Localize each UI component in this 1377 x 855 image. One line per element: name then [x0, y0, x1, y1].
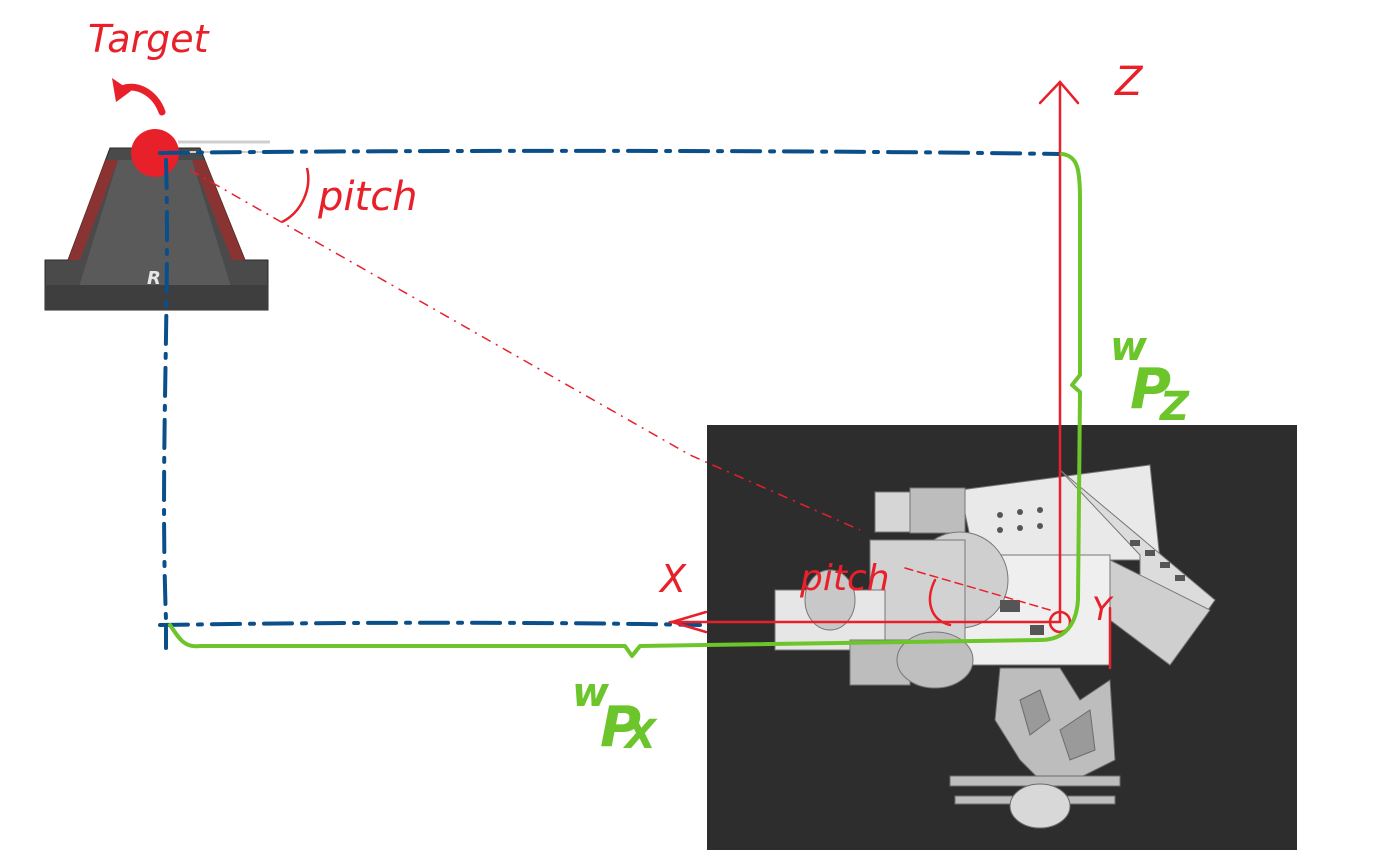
- coordinate-axes: [667, 80, 1112, 670]
- wpz-label-w: w: [1110, 324, 1148, 370]
- axis-z-label: Z: [1114, 59, 1144, 105]
- measurement-paths: [168, 152, 1082, 658]
- wpz-bracket: [1038, 152, 1082, 642]
- wpx-label-w: w: [572, 670, 610, 716]
- pitch-angle-arc: [281, 167, 310, 224]
- pitch-label-top: pitch: [317, 174, 418, 220]
- target-armor-module: R: [44, 140, 270, 311]
- wpz-label-sub: Z: [1158, 384, 1190, 430]
- x-axis-arrowhead: [667, 610, 708, 634]
- axis-y-label: Y: [1092, 590, 1114, 628]
- target-label: Target: [88, 17, 211, 61]
- target-logo-mark: R: [147, 268, 161, 289]
- pitch-label-robot: pitch: [799, 558, 890, 599]
- axis-x-label: X: [658, 557, 687, 601]
- wpx-label-sub: X: [622, 712, 658, 758]
- robot-render-panel: [707, 425, 1297, 850]
- wpx-bracket: [168, 623, 1042, 658]
- robot-panel-holes: [997, 507, 1185, 635]
- origin-marker: [1048, 610, 1072, 634]
- robot-base: [949, 667, 1121, 829]
- line-of-sight: [189, 169, 861, 531]
- wpx-label-p: P: [600, 695, 641, 760]
- projection-lines: [158, 148, 1062, 650]
- z-axis-arrowhead: [1038, 80, 1080, 105]
- robot-pitch-arc: [928, 578, 952, 627]
- wpz-label-p: P: [1130, 357, 1171, 422]
